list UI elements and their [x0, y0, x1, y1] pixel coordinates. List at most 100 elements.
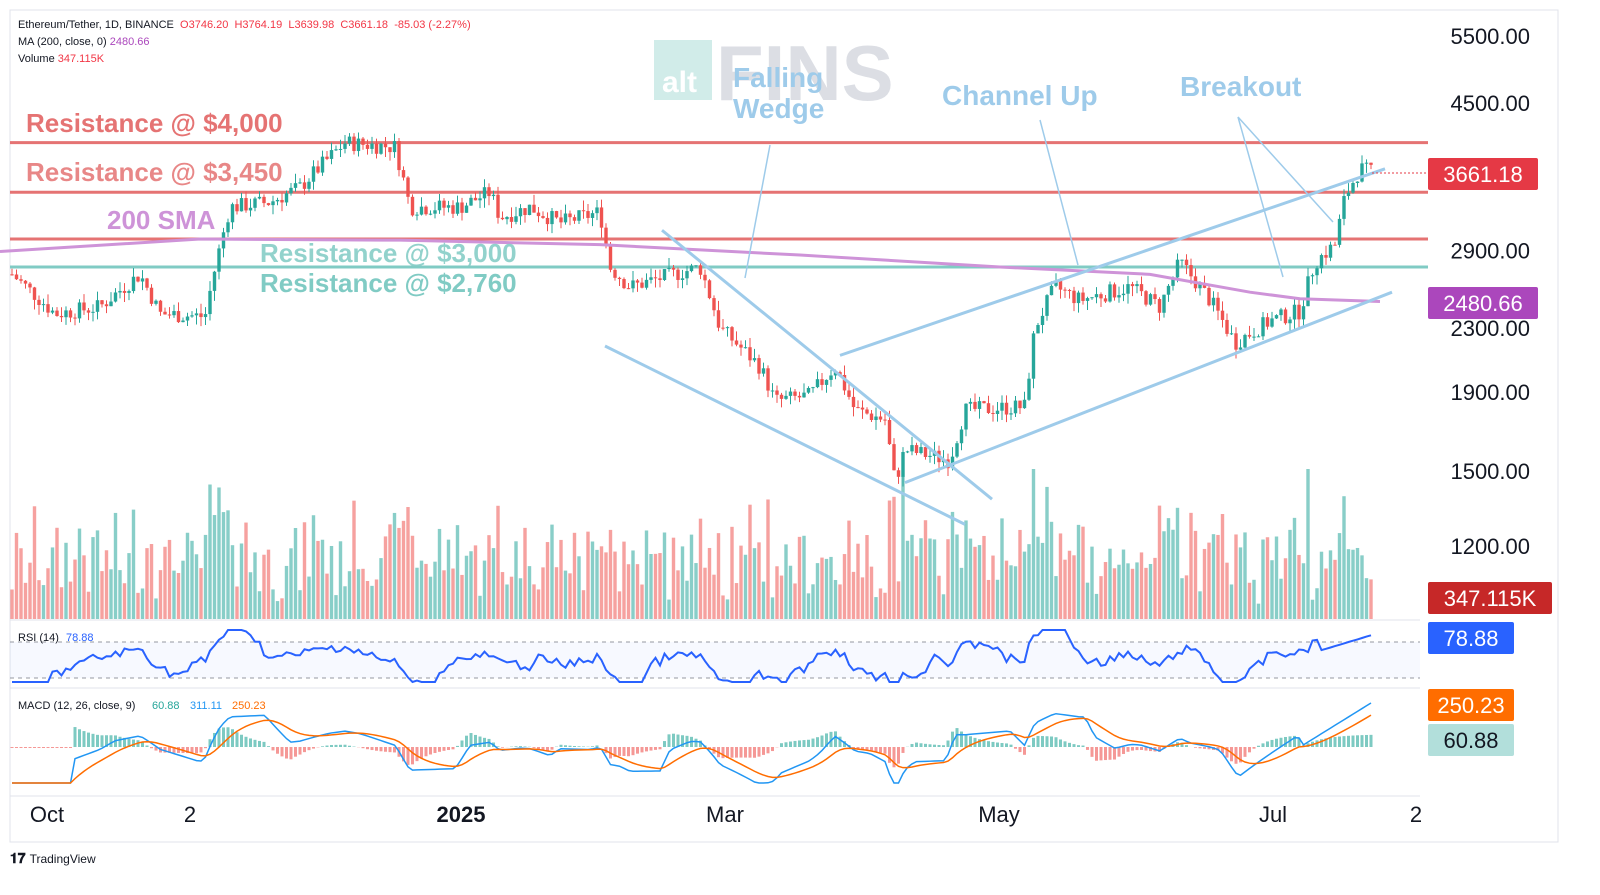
- volume-bar: [671, 537, 676, 619]
- volume-bar: [932, 539, 937, 619]
- candle-body: [1315, 268, 1319, 276]
- candle-body: [298, 182, 302, 184]
- candle-body: [329, 150, 334, 159]
- candle-body: [712, 298, 716, 311]
- macd-hist-bar: [1207, 747, 1211, 750]
- macd-hist-bar: [1248, 747, 1251, 753]
- volume-bar: [1220, 514, 1225, 619]
- macd-hist-bar: [37, 747, 41, 748]
- volume-bar: [599, 546, 604, 619]
- macd-hist-bar: [595, 745, 599, 747]
- volume-bar: [883, 592, 887, 619]
- volume-bar: [1225, 562, 1229, 619]
- candle-body: [109, 301, 113, 307]
- macd-hist-bar: [514, 746, 518, 747]
- macd-hist-bar: [915, 742, 918, 747]
- candle-body: [491, 194, 496, 197]
- volume-bar: [604, 552, 608, 619]
- candle-body: [271, 201, 275, 206]
- volume-bar: [46, 568, 50, 619]
- volume-bar: [491, 548, 496, 619]
- macd-hist-bar: [1059, 739, 1062, 747]
- volume-bar: [964, 520, 968, 619]
- label-wedge: Wedge: [733, 93, 824, 124]
- candle-body: [604, 227, 608, 245]
- candle-body: [226, 222, 230, 233]
- volume-bar: [370, 585, 374, 619]
- volume-bar: [982, 535, 986, 619]
- macd-hist-bar: [42, 747, 45, 748]
- tradingview-logo[interactable]: 𝟏𝟕 TradingView: [10, 850, 96, 866]
- candle-body: [1364, 162, 1369, 164]
- candle-body: [550, 211, 554, 225]
- macd-hist-bar: [1027, 745, 1031, 747]
- volume-bar: [1117, 564, 1121, 619]
- candle-body: [955, 443, 959, 457]
- rsi-tag: [1428, 622, 1514, 654]
- candle-body: [419, 206, 424, 215]
- volume-bar: [343, 586, 347, 619]
- candle-body: [536, 212, 541, 217]
- volume-bar: [1319, 551, 1324, 619]
- volume-bar: [1292, 517, 1297, 619]
- macd-hist-bar: [1320, 739, 1323, 747]
- volume-bar: [779, 575, 784, 619]
- candle-body: [667, 267, 671, 270]
- volume-bar: [325, 573, 329, 619]
- candle-body: [59, 315, 64, 318]
- macd-hist-bar: [1135, 747, 1139, 751]
- macd-hist-bar: [411, 747, 414, 765]
- volume-bar: [928, 538, 932, 619]
- volume-bar: [689, 534, 694, 619]
- macd-hist-bar: [672, 733, 675, 747]
- macd-hist-bar: [141, 742, 144, 747]
- macd-hist-bar: [649, 747, 653, 751]
- macd-hist-bar: [1288, 736, 1292, 747]
- volume-bar: [275, 601, 280, 619]
- macd-hist-bar: [1095, 747, 1098, 761]
- volume-bar: [482, 560, 487, 619]
- volume-bar: [379, 558, 383, 619]
- candle-body: [505, 217, 509, 220]
- macd-hist-bar: [573, 746, 576, 747]
- candle-body: [307, 181, 311, 189]
- macd-hist-bar: [1077, 745, 1080, 747]
- macd-hist-bar: [168, 747, 171, 753]
- macd-hist-bar: [928, 744, 932, 747]
- macd-hist-bar: [199, 747, 203, 753]
- volume-bar: [1090, 546, 1094, 619]
- candle-body: [788, 391, 793, 396]
- macd-hist-bar: [757, 747, 761, 757]
- macd-hist-bar: [901, 747, 905, 753]
- candle-body: [1004, 402, 1009, 415]
- macd-hist-bar: [1225, 747, 1229, 758]
- candle-body: [1261, 317, 1265, 337]
- macd-hist-bar: [1090, 747, 1094, 757]
- macd-hist-bar: [433, 747, 437, 754]
- volume-bar: [397, 527, 401, 619]
- callout-arrow: [1237, 116, 1284, 278]
- candle-body: [635, 280, 640, 283]
- volume-bar: [41, 585, 46, 619]
- volume-bar: [1310, 599, 1315, 619]
- candle-body: [392, 141, 397, 153]
- candle-body: [959, 429, 964, 444]
- ma-legend: MA (200, close, 0) 2480.66: [18, 36, 150, 48]
- candle-body: [775, 390, 779, 395]
- volume-legend: Volume 347.115K: [18, 53, 105, 65]
- candle-body: [406, 177, 410, 197]
- candle-body: [352, 136, 356, 152]
- macd-hist-bar: [1198, 747, 1202, 749]
- macd-hist-bar: [496, 746, 500, 747]
- macd-hist-bar: [654, 747, 657, 750]
- candle-body: [1324, 255, 1328, 258]
- volume-bar: [1162, 531, 1166, 619]
- candle-body: [19, 279, 23, 281]
- candle-body: [914, 445, 919, 454]
- macd-hist-bar: [1041, 736, 1044, 747]
- candle-body: [401, 170, 406, 178]
- macd-hist-bar: [523, 746, 527, 747]
- volume-bar: [361, 568, 365, 619]
- candle-body: [856, 407, 860, 409]
- candle-body: [28, 283, 32, 288]
